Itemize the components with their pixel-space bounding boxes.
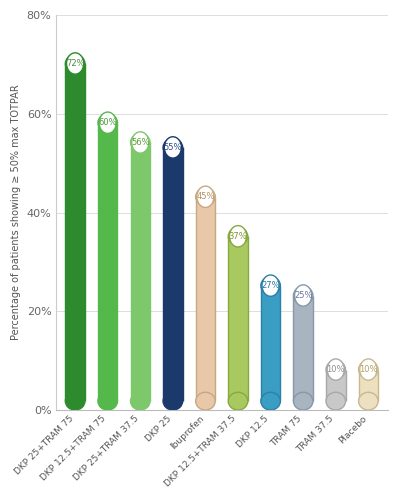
Bar [163, 148, 183, 401]
Ellipse shape [326, 360, 346, 378]
Ellipse shape [262, 275, 279, 296]
Bar [98, 122, 117, 401]
Text: 27%: 27% [261, 281, 280, 290]
Ellipse shape [326, 392, 346, 410]
Bar [65, 64, 85, 401]
Ellipse shape [359, 360, 378, 378]
Ellipse shape [164, 136, 182, 158]
Ellipse shape [99, 112, 117, 134]
Bar [196, 197, 215, 401]
Bar [228, 236, 248, 401]
Ellipse shape [130, 392, 150, 410]
Text: 72%: 72% [66, 59, 85, 68]
Bar [293, 296, 313, 401]
Ellipse shape [196, 392, 215, 410]
Ellipse shape [294, 285, 312, 306]
Text: 60%: 60% [99, 118, 117, 127]
Text: 45%: 45% [196, 192, 215, 202]
Text: 56%: 56% [131, 138, 150, 147]
Ellipse shape [261, 276, 280, 294]
Text: 10%: 10% [326, 365, 345, 374]
Text: 10%: 10% [359, 365, 377, 374]
Bar [326, 370, 346, 401]
Bar [130, 142, 150, 401]
Text: 25%: 25% [294, 291, 312, 300]
Ellipse shape [293, 392, 313, 410]
Text: 37%: 37% [229, 232, 247, 241]
Ellipse shape [360, 359, 377, 380]
Ellipse shape [197, 186, 214, 208]
Ellipse shape [293, 286, 313, 304]
Ellipse shape [228, 392, 248, 410]
Bar [261, 286, 280, 401]
Ellipse shape [261, 392, 280, 410]
Bar [359, 370, 378, 401]
Text: 55%: 55% [164, 143, 182, 152]
Ellipse shape [229, 226, 247, 247]
Ellipse shape [327, 359, 344, 380]
Y-axis label: Percentage of patients showing ≥ 50% max TOTPAR: Percentage of patients showing ≥ 50% max… [11, 84, 21, 340]
Ellipse shape [132, 132, 149, 153]
Ellipse shape [65, 392, 85, 410]
Ellipse shape [196, 188, 215, 206]
Ellipse shape [65, 54, 85, 72]
Ellipse shape [163, 392, 183, 410]
Ellipse shape [98, 392, 117, 410]
Ellipse shape [359, 392, 378, 410]
Ellipse shape [130, 134, 150, 152]
Ellipse shape [163, 138, 183, 156]
Ellipse shape [98, 114, 117, 132]
Ellipse shape [67, 53, 84, 74]
Ellipse shape [228, 228, 248, 245]
